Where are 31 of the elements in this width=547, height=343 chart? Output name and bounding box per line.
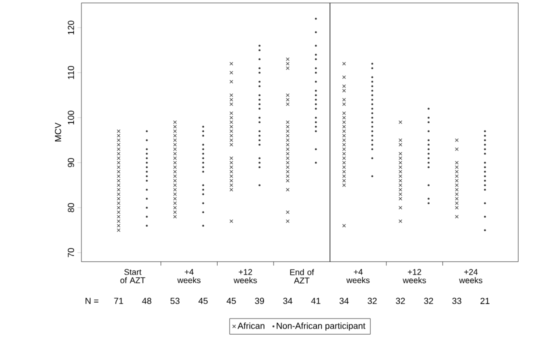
legend-label: African xyxy=(238,322,264,329)
text: 39 xyxy=(254,298,264,304)
text: 41 xyxy=(311,298,320,304)
text: 34 xyxy=(283,298,292,304)
text: 32 xyxy=(396,298,405,304)
y-tick-label: 70 xyxy=(68,248,74,258)
x-tick-label: +12 weeks xyxy=(402,269,426,284)
text: 34 xyxy=(340,298,349,304)
text: 53 xyxy=(170,298,180,304)
x-tick-label: +4 weeks xyxy=(346,269,370,284)
x-tick-label: Start of AZT xyxy=(120,269,146,284)
text: N = xyxy=(86,298,98,304)
text: 33 xyxy=(452,298,462,304)
text: 45 xyxy=(198,298,208,304)
text: 45 xyxy=(226,298,236,304)
text: 32 xyxy=(424,298,434,304)
legend-label: Non-African participant xyxy=(276,322,366,331)
y-tick-label: 90 xyxy=(68,158,74,168)
text: 21 xyxy=(480,298,490,304)
x-tick-label: End of AZT xyxy=(290,269,314,284)
x-tick-label: +4 weeks xyxy=(177,269,201,284)
y-tick-label: 120 xyxy=(68,20,74,34)
y-axis-title: MCV xyxy=(54,122,62,142)
x-tick-label: +24 weeks xyxy=(459,269,482,284)
text: 48 xyxy=(142,298,152,304)
y-tick-label: 80 xyxy=(68,203,74,212)
text: 71 xyxy=(114,298,124,304)
text: 32 xyxy=(368,298,377,304)
x-tick-label: +12 weeks xyxy=(234,269,257,284)
y-tick-label: 100 xyxy=(68,110,74,124)
y-tick-label: 110 xyxy=(68,66,74,80)
